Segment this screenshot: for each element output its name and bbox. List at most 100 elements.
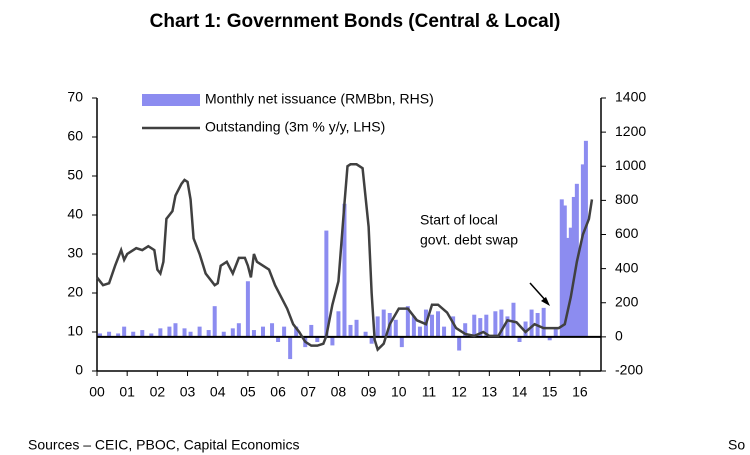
bar: [436, 311, 441, 337]
x-tick-label: 01: [119, 384, 135, 400]
bar: [315, 336, 320, 342]
bar: [583, 140, 588, 337]
bar: [411, 316, 416, 337]
y2-tick-label: 1000: [615, 157, 646, 173]
x-tick-label: 02: [150, 384, 166, 400]
bar: [116, 333, 121, 337]
y2-tick-label: -200: [615, 362, 643, 378]
annotation: Start of local: [420, 212, 498, 228]
y2-tick-label: 200: [615, 293, 639, 309]
x-tick-label: 15: [542, 384, 558, 400]
bar: [559, 199, 564, 337]
bar: [568, 227, 573, 337]
bar: [562, 205, 567, 337]
y-tick-label: 10: [67, 323, 83, 339]
x-tick-label: 13: [482, 384, 498, 400]
bar: [158, 328, 163, 337]
annotation: govt. debt swap: [420, 232, 518, 248]
bar: [206, 330, 211, 337]
bar: [182, 328, 187, 337]
bar: [517, 336, 522, 342]
bar: [369, 336, 374, 344]
bar: [472, 314, 477, 337]
bar: [149, 333, 154, 337]
bar: [251, 330, 256, 337]
x-tick-label: 06: [270, 384, 286, 400]
y2-tick-label: 800: [615, 191, 639, 207]
bar: [122, 326, 127, 337]
bar: [276, 336, 281, 342]
bar: [399, 336, 404, 348]
legend-swatch: [142, 94, 200, 106]
bar: [393, 319, 398, 337]
y-tick-label: 70: [67, 89, 83, 105]
bar: [245, 281, 250, 337]
y-tick-label: 60: [67, 128, 83, 144]
y-tick-label: 0: [75, 362, 83, 378]
bar: [107, 331, 112, 337]
bar: [354, 319, 359, 337]
y-tick-label: 40: [67, 206, 83, 222]
x-tick-label: 09: [361, 384, 377, 400]
bar: [140, 330, 145, 337]
x-tick-label: 07: [300, 384, 316, 400]
bar: [451, 316, 456, 337]
y-tick-label: 50: [67, 167, 83, 183]
bar: [505, 316, 510, 337]
bar: [282, 326, 287, 337]
bar: [553, 328, 558, 337]
bar: [288, 336, 293, 360]
bar: [330, 336, 335, 346]
bar: [511, 302, 516, 337]
bar: [260, 326, 265, 337]
bar: [309, 324, 314, 337]
bar: [336, 311, 341, 337]
y-tick-label: 20: [67, 284, 83, 300]
arrow-head: [541, 297, 550, 306]
x-tick-label: 16: [572, 384, 588, 400]
footer-right: So: [728, 437, 745, 453]
bar: [405, 306, 410, 337]
x-tick-label: 11: [422, 384, 437, 400]
bar: [363, 331, 368, 337]
chart-title: Chart 1: Government Bonds (Central & Loc…: [150, 11, 561, 32]
y2-tick-label: 600: [615, 225, 639, 241]
bar: [324, 230, 329, 337]
bar: [131, 331, 136, 337]
x-tick-label: 10: [391, 384, 407, 400]
x-tick-label: 12: [451, 384, 467, 400]
bar: [197, 326, 202, 337]
bar: [188, 331, 193, 337]
bar: [348, 324, 353, 337]
y2-tick-label: 1400: [615, 89, 646, 105]
bar: [523, 321, 528, 337]
x-tick-label: 08: [331, 384, 347, 400]
bar: [577, 248, 582, 337]
legend-label: Outstanding (3m % y/y, LHS): [205, 119, 385, 135]
y2-tick-label: 1200: [615, 123, 646, 139]
bar: [571, 196, 576, 337]
bar: [342, 203, 347, 337]
bar: [270, 323, 275, 337]
bar: [167, 326, 172, 337]
bar: [442, 326, 447, 337]
y-tick-label: 30: [67, 245, 83, 261]
y2-tick-label: 0: [615, 328, 623, 344]
source: Sources – CEIC, PBOC, Capital Economics: [28, 437, 300, 453]
x-tick-label: 05: [240, 384, 256, 400]
bar: [484, 314, 489, 337]
bar: [173, 323, 178, 337]
bar: [463, 323, 468, 337]
bar: [547, 336, 552, 341]
bar: [212, 306, 217, 337]
x-tick-label: 14: [512, 384, 528, 400]
bar: [221, 331, 226, 337]
line: [96, 163, 594, 352]
bar: [381, 309, 386, 337]
bar: [565, 237, 570, 337]
y2-tick-label: 400: [615, 259, 639, 275]
bar: [580, 164, 585, 337]
x-tick-label: 00: [89, 384, 105, 400]
bar: [429, 314, 434, 337]
